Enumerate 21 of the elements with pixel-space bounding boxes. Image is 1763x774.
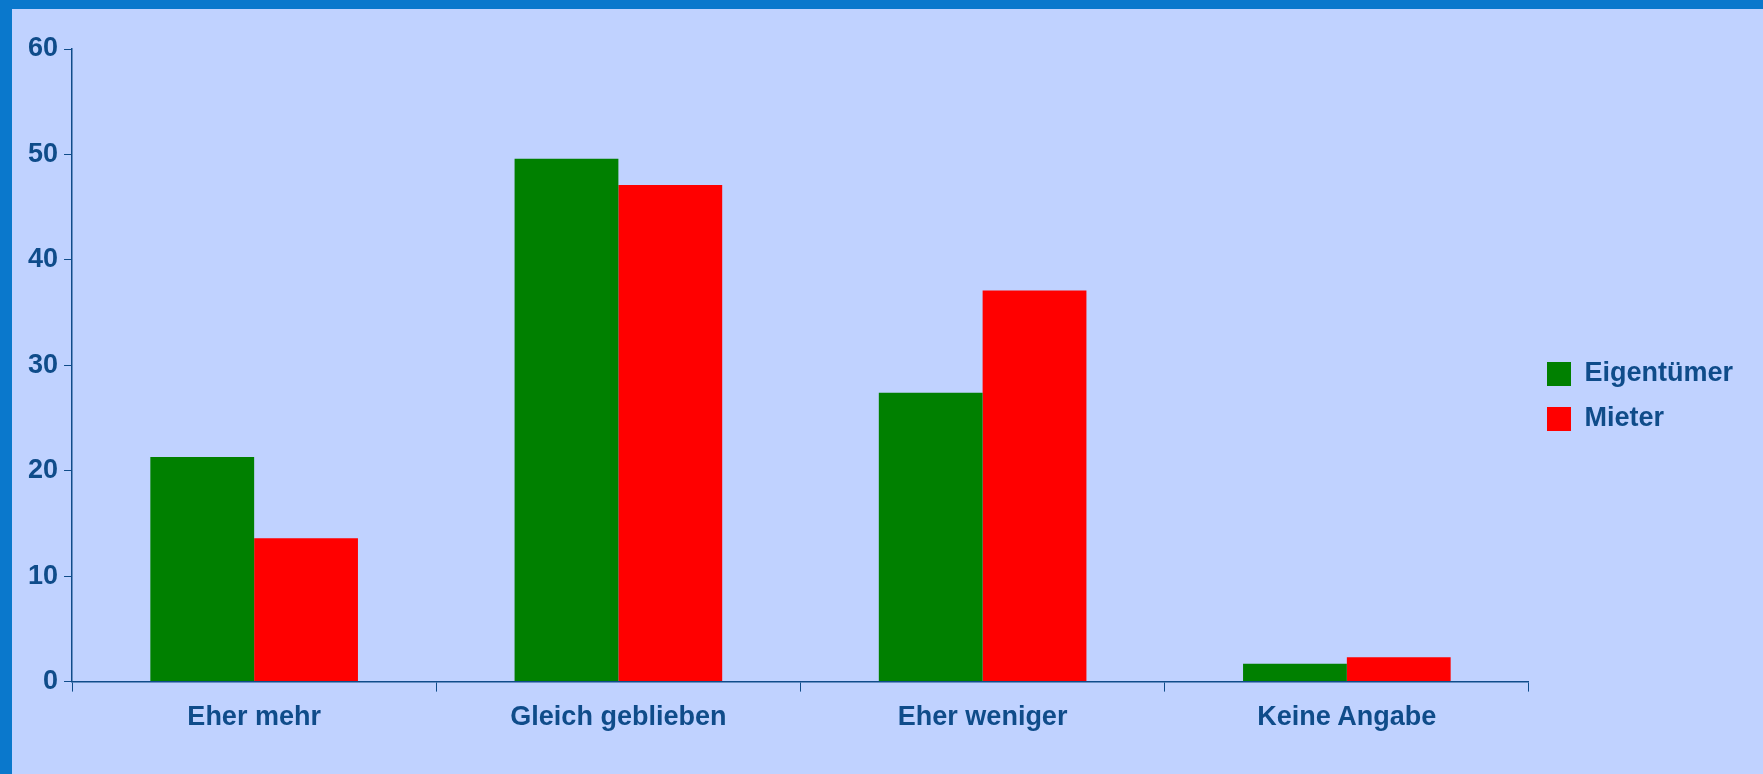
bar [618, 185, 723, 682]
bar [1346, 657, 1451, 682]
bar [150, 457, 255, 682]
bar [982, 290, 1087, 682]
x-tick-label: Eher mehr [187, 701, 322, 732]
x-tick-label: Eher weniger [897, 701, 1068, 732]
legend-label: Eigentümer [1584, 357, 1734, 388]
y-tick-label: 50 [27, 137, 59, 168]
bar [878, 392, 983, 682]
y-tick-label: 60 [27, 32, 59, 63]
legend-label: Mieter [1584, 402, 1665, 433]
bar [514, 158, 619, 682]
y-tick-label: 20 [27, 454, 59, 485]
x-tick-label: Gleich geblieben [510, 701, 727, 732]
bar [1243, 663, 1347, 682]
y-tick-label: 40 [27, 243, 59, 274]
y-tick-label: 30 [27, 348, 59, 379]
bar [254, 538, 358, 682]
x-tick-label: Keine Angabe [1257, 701, 1437, 732]
y-tick-label: 0 [43, 665, 59, 696]
y-tick-label: 10 [27, 559, 59, 590]
